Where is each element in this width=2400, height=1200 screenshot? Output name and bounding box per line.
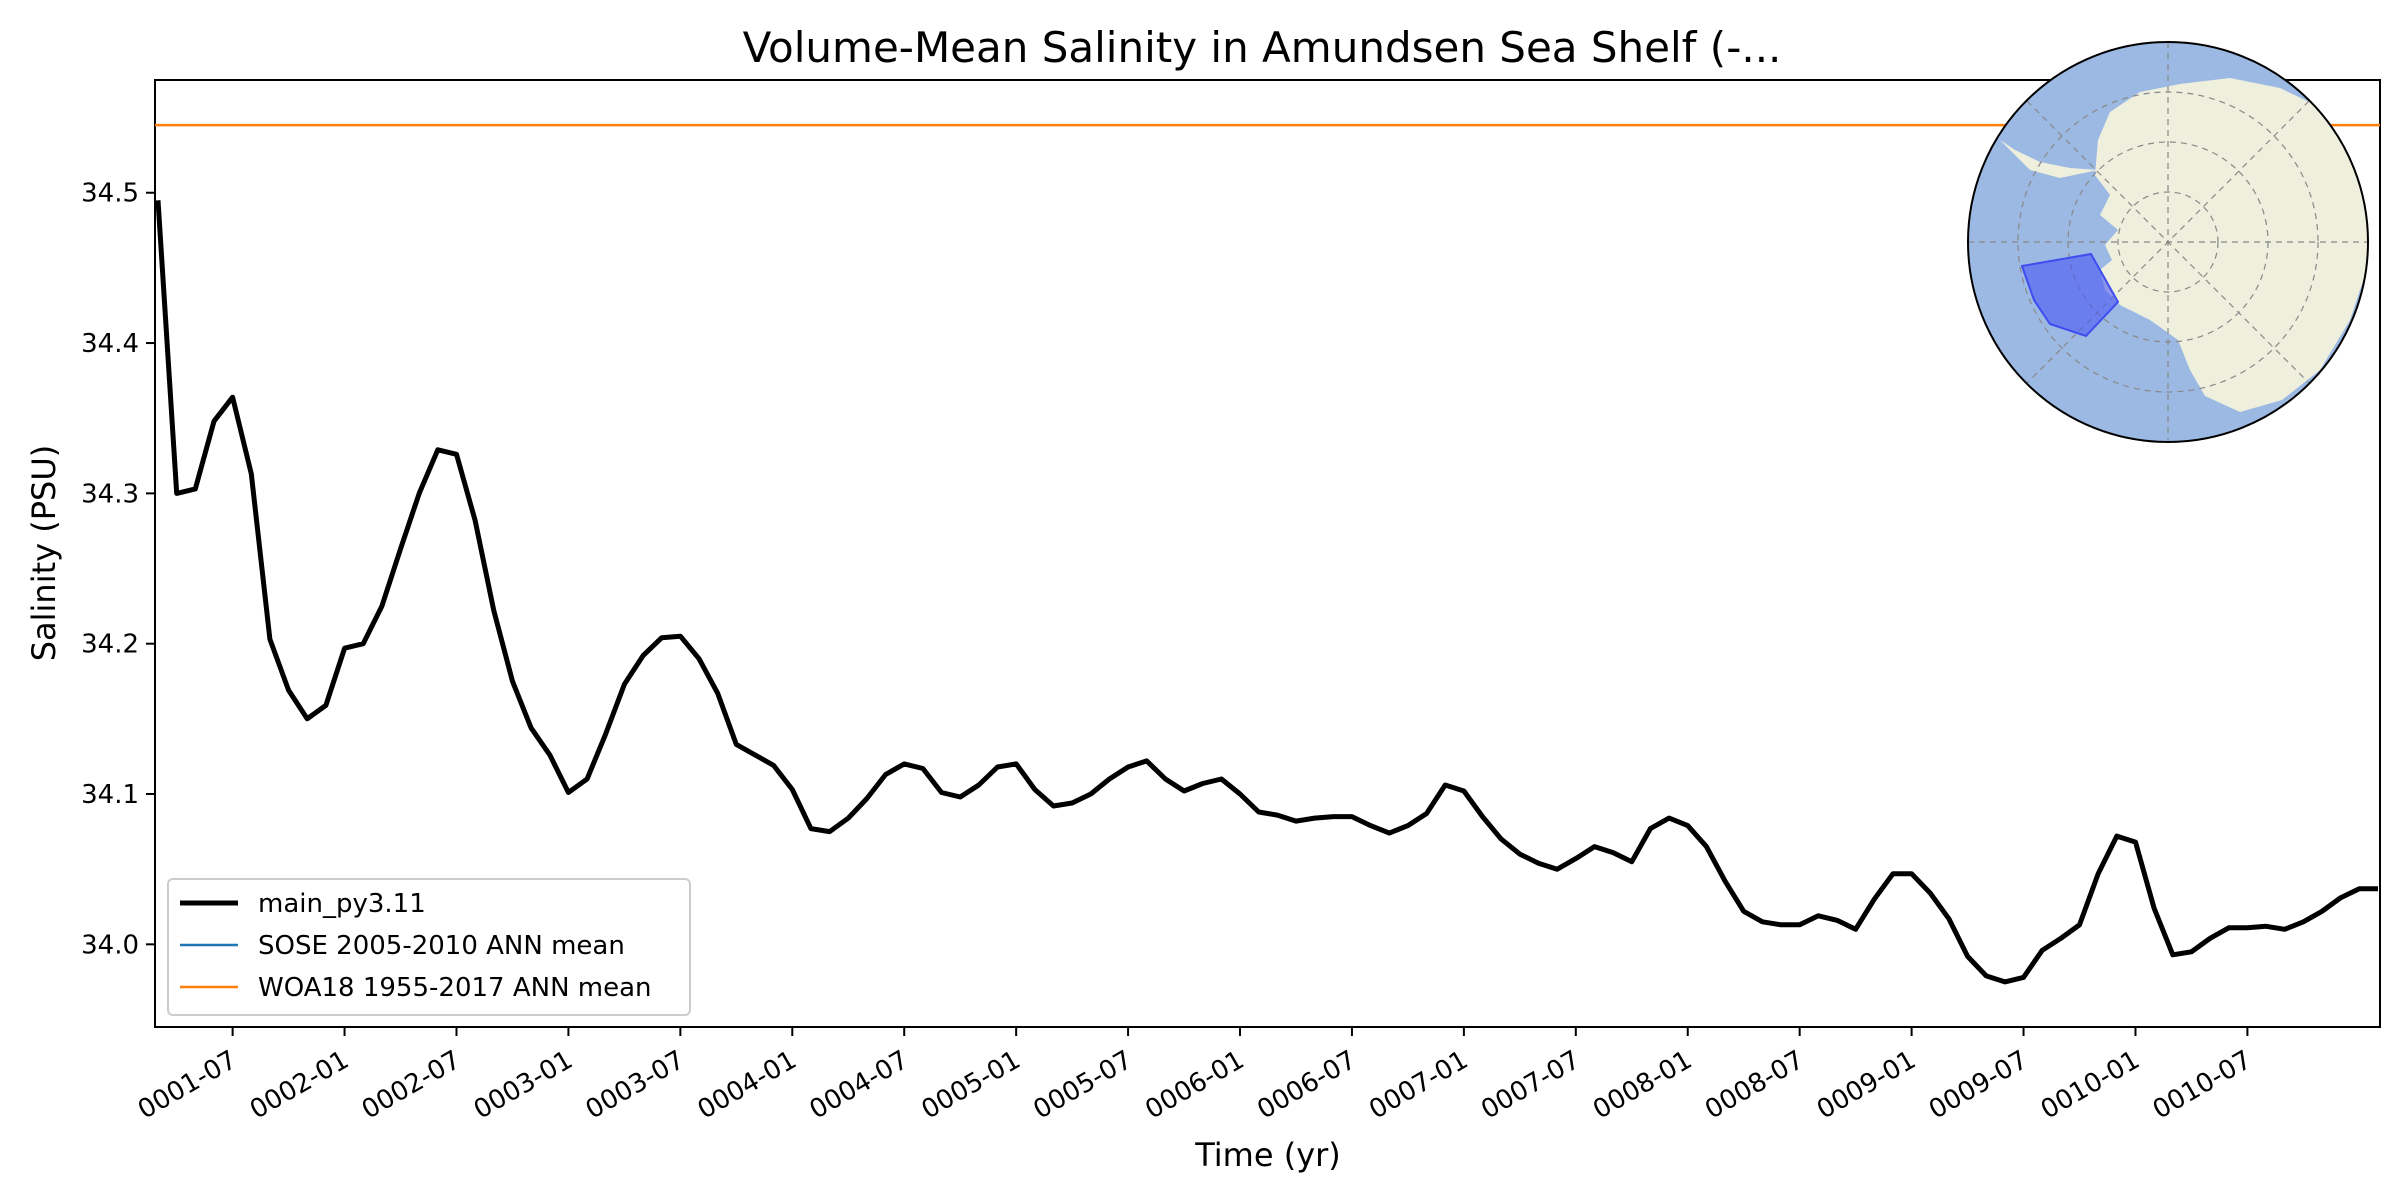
- legend-label: SOSE 2005-2010 ANN mean: [258, 931, 625, 961]
- plot-area: [154, 79, 2381, 1028]
- map-border: [1967, 41, 2369, 443]
- x-tick-label: 0010-01: [2036, 1045, 2145, 1125]
- main-series-line: [155, 200, 2378, 985]
- legend-box: [167, 878, 691, 1016]
- legend-sose-entry: SOSE 2005-2010 ANN mean: [180, 931, 625, 961]
- x-tick-label: 0005-07: [1028, 1045, 1137, 1125]
- x-tick-label: 0002-01: [245, 1045, 354, 1125]
- x-axis-label: Time (yr): [1194, 1136, 1341, 1174]
- x-tick-label: 0006-07: [1252, 1045, 1361, 1125]
- x-tick-label: 0007-07: [1476, 1045, 1585, 1125]
- x-tick-label: 0004-01: [693, 1045, 802, 1125]
- x-tick-label: 0008-01: [1588, 1045, 1697, 1125]
- plot-frame: [154, 79, 2381, 1028]
- y-tick-label: 34.1: [81, 780, 139, 810]
- x-tick-label: 0006-01: [1140, 1045, 1249, 1125]
- x-axis: 0001-07 0002-01 0002-07 0003-01 0003-07 0004-…: [133, 1027, 2257, 1125]
- y-axis: 34.0 34.1 34.2 34.3 34.4 34.5: [81, 179, 155, 960]
- y-tick-label: 34.5: [81, 179, 139, 209]
- amundsen-sea-region: [2020, 252, 2120, 338]
- x-tick-label: 0003-01: [469, 1045, 578, 1125]
- legend-label: WOA18 1955-2017 ANN mean: [258, 973, 652, 1003]
- x-tick-label: 0002-07: [357, 1045, 466, 1125]
- y-axis-label: Salinity (PSU): [25, 445, 63, 662]
- x-tick-label: 0005-01: [917, 1045, 1026, 1125]
- antarctica-landmass: [2095, 78, 2368, 412]
- legend: main_py3.11 SOSE 2005-2010 ANN mean WOA18 …: [167, 878, 691, 1016]
- x-tick-label: 0001-07: [133, 1045, 242, 1125]
- y-tick-label: 34.4: [81, 329, 139, 359]
- x-tick-label: 0003-07: [581, 1045, 690, 1125]
- chart-title: Volume-Mean Salinity in Amundsen Sea She…: [743, 23, 1782, 72]
- antarctica-inset-map: [1967, 41, 2369, 443]
- legend-main-entry: main_py3.11: [180, 889, 426, 919]
- y-tick-label: 34.2: [81, 630, 139, 660]
- x-tick-label: 0010-07: [2148, 1045, 2257, 1125]
- antarctic-peninsula: [2000, 140, 2098, 178]
- x-tick-label: 0008-07: [1700, 1045, 1809, 1125]
- graticule: [1968, 42, 2368, 442]
- y-tick-label: 34.3: [81, 479, 139, 509]
- x-tick-label: 0007-01: [1364, 1045, 1473, 1125]
- x-tick-label: 0009-07: [1924, 1045, 2033, 1125]
- x-tick-label: 0009-01: [1812, 1045, 1921, 1125]
- legend-label: main_py3.11: [258, 889, 426, 919]
- legend-woa18-entry: WOA18 1955-2017 ANN mean: [180, 973, 652, 1003]
- x-tick-label: 0004-07: [805, 1045, 914, 1125]
- y-tick-label: 34.0: [81, 930, 139, 960]
